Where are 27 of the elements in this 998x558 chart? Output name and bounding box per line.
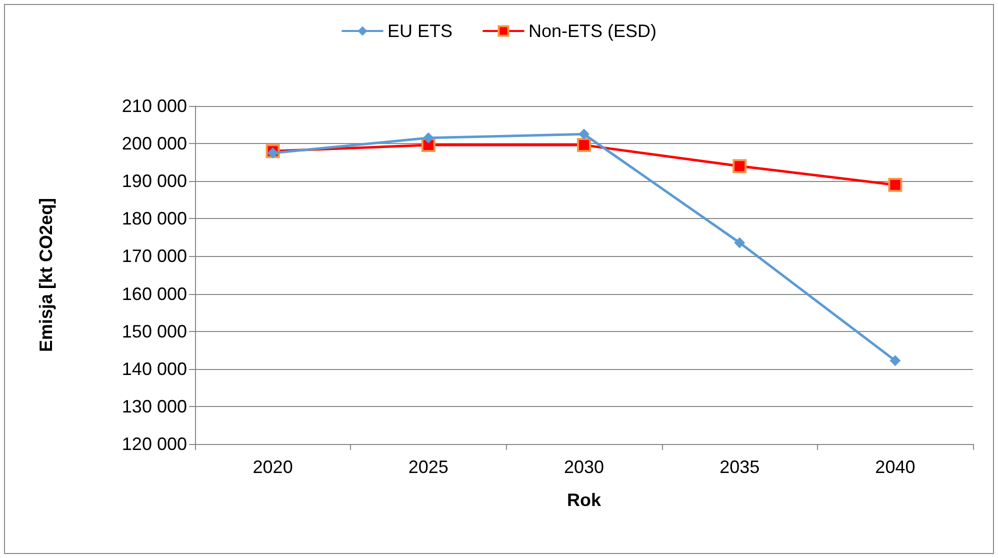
x-tick-label: 2025: [408, 457, 448, 477]
x-axis-title: Rok: [566, 490, 602, 510]
point: [577, 138, 591, 152]
x-tick-label: 2030: [564, 457, 604, 477]
y-tick-label: 170 000: [122, 246, 187, 266]
point: [888, 178, 902, 192]
y-axis-title: Emisja [kt CO2eq]: [36, 198, 56, 352]
y-tick-label: 130 000: [122, 396, 187, 416]
y-tick-label: 190 000: [122, 171, 187, 192]
x-tick-label: 2040: [875, 457, 916, 477]
y-tick-label: 200 000: [122, 134, 187, 154]
y-tick-label: 120 000: [122, 434, 187, 454]
point: [422, 132, 434, 144]
y-tick-label: 140 000: [122, 358, 187, 379]
x-tick-label: 2020: [252, 457, 293, 477]
point: [267, 147, 278, 158]
y-tick-label: 180 000: [122, 208, 187, 229]
y-tick-label: 150 000: [122, 321, 187, 342]
x-tick-label: 2035: [720, 457, 760, 477]
legend-label: Non-ETS (ESD): [528, 21, 657, 41]
point: [732, 159, 747, 174]
point: [734, 237, 746, 248]
legend-label: EU ETS: [387, 21, 452, 41]
point: [578, 128, 590, 140]
point: [890, 355, 901, 366]
y-tick-label: 210 000: [122, 96, 187, 116]
y-tick-label: 160 000: [122, 284, 187, 304]
